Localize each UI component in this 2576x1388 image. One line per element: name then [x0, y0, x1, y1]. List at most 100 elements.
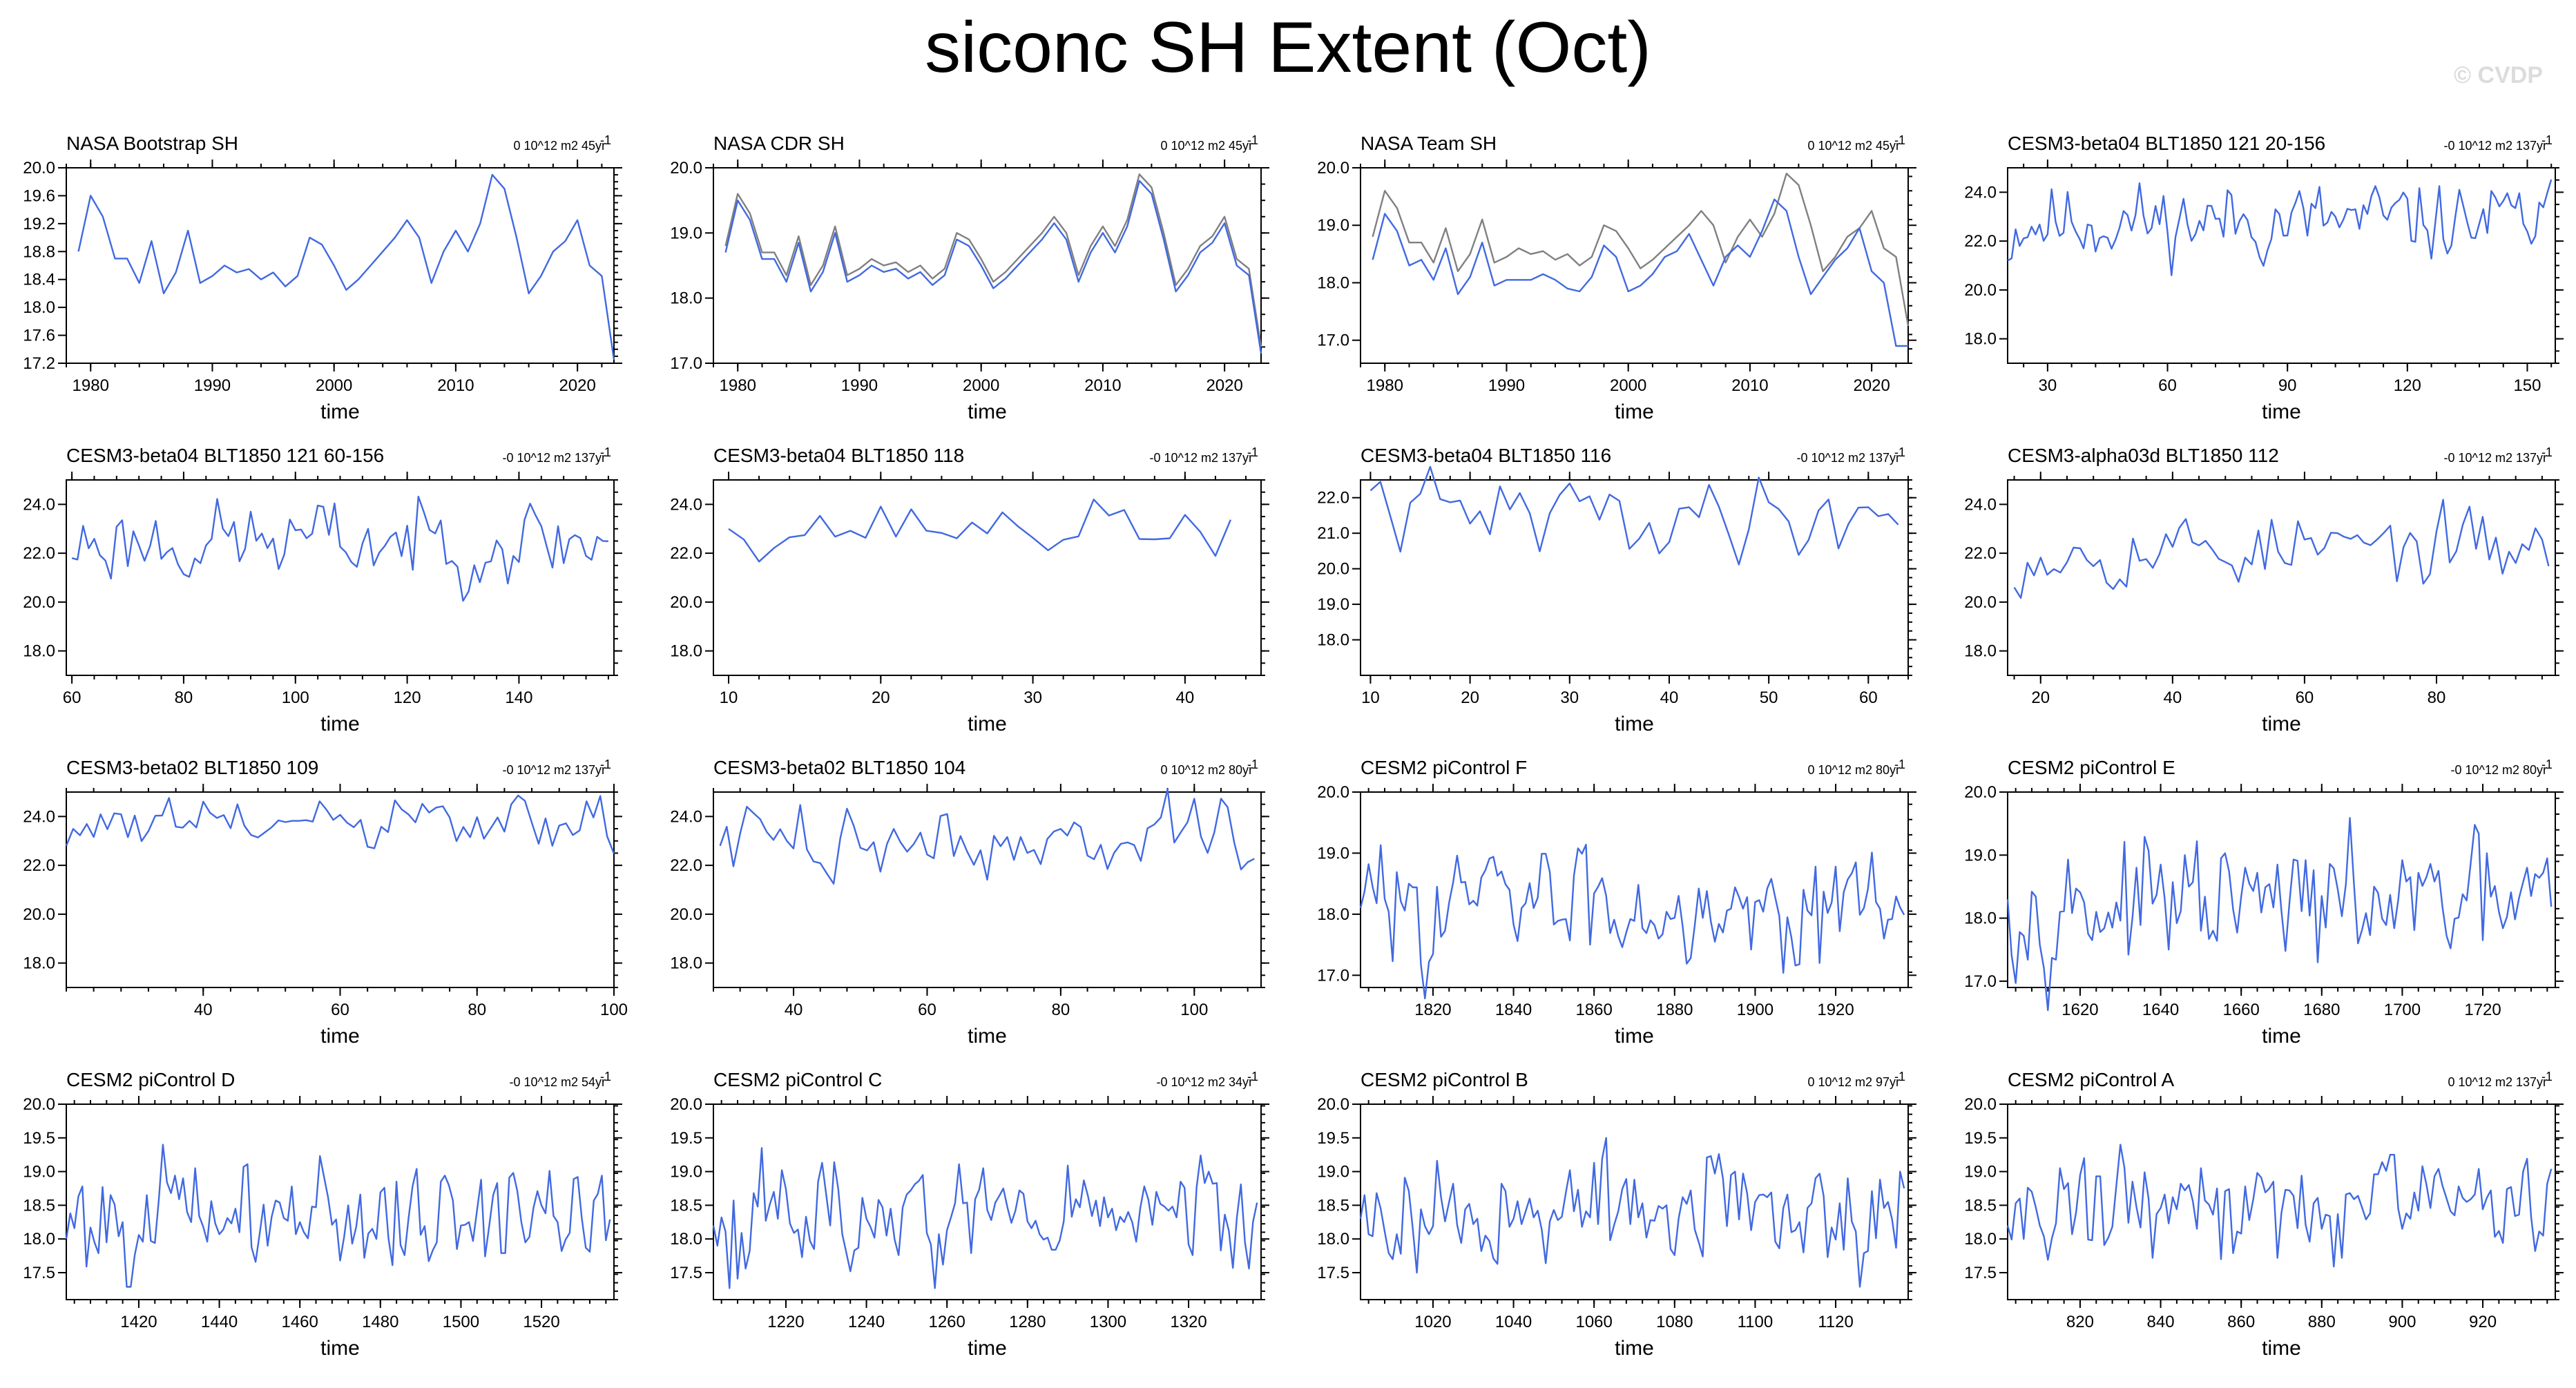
x-tick-label: 1280: [1009, 1313, 1046, 1331]
y-tick-label: 20.0: [23, 905, 55, 924]
y-tick-label: 18.0: [670, 289, 702, 308]
x-tick-label: 40: [785, 1001, 803, 1019]
trend-label: 0 10^12 m2 97yr: [1807, 1075, 1900, 1089]
x-tick-label: 10: [720, 688, 738, 707]
y-tick-label: 19.0: [1317, 595, 1349, 614]
x-tick-label: 90: [2278, 376, 2297, 395]
x-tick-label: 60: [1859, 688, 1878, 707]
plot-frame: [66, 480, 614, 675]
x-tick-label: 80: [1052, 1001, 1070, 1019]
series-line: [1373, 200, 1908, 346]
chart-panel: CESM2 piControl B0 10^12 m2 97yr-117.518…: [1317, 1069, 1916, 1360]
series-line: [729, 499, 1231, 561]
trend-label: -0 10^12 m2 137yr: [2443, 451, 2547, 465]
x-tick-label: 1980: [1367, 376, 1403, 395]
x-tick-label: 2020: [1206, 376, 1242, 395]
panel-title: NASA CDR SH: [713, 133, 845, 154]
y-tick-label: 24.0: [1964, 495, 1997, 514]
trend-label: 0 10^12 m2 80yr: [1160, 763, 1253, 777]
y-tick-label: 19.0: [1317, 216, 1349, 235]
y-tick-label: 24.0: [670, 495, 702, 514]
x-tick-label: 1480: [362, 1313, 398, 1331]
x-tick-label: 1900: [1737, 1001, 1774, 1019]
trend-exponent: -1: [1894, 1070, 1905, 1083]
plot-frame: [2008, 168, 2555, 363]
y-tick-label: 18.0: [1317, 273, 1349, 292]
y-tick-label: 19.2: [23, 215, 55, 233]
x-axis-label: time: [968, 713, 1007, 735]
plot-frame: [2008, 1104, 2555, 1300]
x-axis-label: time: [320, 1025, 360, 1048]
plot-frame: [1361, 792, 1908, 987]
y-tick-label: 19.5: [670, 1129, 702, 1148]
chart-panel: CESM2 piControl F 0 10^12 m2 80yr-1 17.0 18…: [1317, 757, 1916, 1048]
x-tick-label: 1680: [2303, 1001, 2340, 1019]
series-line: [2015, 500, 2549, 598]
y-tick-label: 18.5: [670, 1196, 702, 1215]
x-tick-label: 1920: [1817, 1001, 1854, 1019]
x-axis-label: time: [968, 401, 1007, 423]
x-tick-label: 1660: [2222, 1001, 2259, 1019]
y-tick-label: 18.4: [23, 271, 55, 289]
x-axis-label: time: [1615, 1337, 1654, 1360]
x-axis-label: time: [2262, 713, 2301, 735]
trend-label: -0 10^12 m2 137yr: [502, 451, 606, 465]
trend-exponent: -1: [1894, 758, 1905, 771]
x-tick-label: 40: [194, 1001, 213, 1019]
x-tick-label: 1700: [2384, 1001, 2421, 1019]
trend-exponent: -1: [600, 445, 611, 459]
x-tick-label: 1260: [928, 1313, 965, 1331]
y-tick-label: 18.0: [670, 1230, 702, 1249]
y-tick-label: 19.5: [23, 1129, 55, 1148]
y-tick-label: 24.0: [23, 495, 55, 514]
plot-frame: [1361, 168, 1908, 363]
y-tick-label: 20.0: [670, 905, 702, 924]
plot-frame: [713, 792, 1261, 987]
x-tick-label: 100: [1180, 1001, 1208, 1019]
x-tick-label: 1040: [1495, 1313, 1532, 1331]
x-tick-label: 2010: [1731, 376, 1768, 395]
plot-frame: [2008, 792, 2555, 987]
x-tick-label: 1420: [120, 1313, 157, 1331]
y-tick-label: 20.0: [1317, 783, 1349, 802]
panel-title: CESM2 piControl A: [2008, 1069, 2175, 1090]
x-tick-label: 1820: [1414, 1001, 1451, 1019]
x-tick-label: 30: [2039, 376, 2057, 395]
x-tick-label: 1640: [2142, 1001, 2179, 1019]
x-tick-label: 30: [1023, 688, 1042, 707]
y-tick-label: 21.0: [1317, 524, 1349, 543]
x-tick-label: 80: [2428, 688, 2446, 707]
trend-exponent: -1: [2541, 133, 2553, 147]
x-axis-label: time: [2262, 401, 2301, 423]
chart-panel: CESM3-alpha03d BLT1850 112 -0 10^12 m2 13…: [1964, 445, 2564, 735]
x-tick-label: 60: [2296, 688, 2314, 707]
panel-title: CESM3-beta04 BLT1850 121 20-156: [2008, 133, 2325, 154]
y-tick-label: 18.5: [1317, 1196, 1349, 1215]
trend-exponent: -1: [600, 133, 611, 147]
y-tick-label: 18.0: [23, 1230, 55, 1249]
plot-frame: [713, 480, 1261, 675]
y-tick-label: 17.6: [23, 327, 55, 345]
x-tick-label: 1060: [1575, 1313, 1612, 1331]
chart-panel: NASA Team SH 0 10^12 m2 45yr-117.018.019.…: [1317, 133, 1916, 423]
x-tick-label: 1990: [1488, 376, 1525, 395]
x-tick-label: 1100: [1738, 1313, 1774, 1331]
chart-panel: NASA Bootstrap SH 0 10^12 m2 45yr-117.217…: [23, 133, 622, 423]
trend-exponent: -1: [1894, 445, 1905, 459]
y-tick-label: 18.0: [670, 954, 702, 973]
panel-title: CESM3-beta04 BLT1850 121 60-156: [66, 445, 384, 466]
series-line: [66, 1145, 610, 1287]
y-tick-label: 18.0: [1964, 330, 1997, 349]
plot-frame: [1361, 480, 1908, 675]
panel-title: CESM3-alpha03d BLT1850 112: [2008, 445, 2279, 466]
chart-panel: CESM3-beta04 BLT1850 116 -0 10^12 m2 137y…: [1317, 445, 1916, 735]
x-tick-label: 820: [2066, 1313, 2094, 1331]
y-tick-label: 22.0: [23, 544, 55, 563]
trend-exponent: -1: [2541, 1070, 2553, 1083]
y-tick-label: 20.0: [23, 1095, 55, 1114]
trend-label: 0 10^12 m2 137yr: [2448, 1075, 2547, 1089]
y-tick-label: 19.0: [1964, 846, 1997, 865]
y-tick-label: 19.6: [23, 186, 55, 205]
y-tick-label: 19.5: [1317, 1129, 1349, 1148]
series-line: [726, 174, 1261, 347]
